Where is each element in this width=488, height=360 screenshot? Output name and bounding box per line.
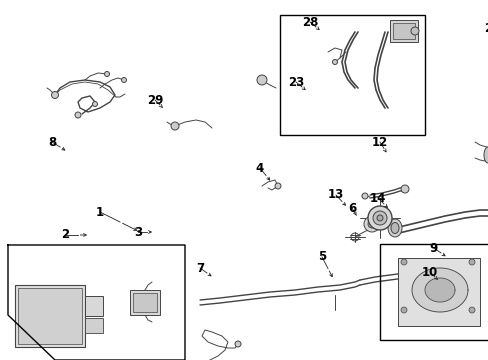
Circle shape [361, 193, 367, 199]
Circle shape [400, 185, 408, 193]
Circle shape [92, 102, 97, 107]
Ellipse shape [387, 219, 401, 237]
Bar [18, 288, 82, 344]
Text: 8: 8 [48, 135, 56, 148]
Text: 1: 1 [96, 206, 104, 219]
Circle shape [171, 122, 179, 130]
Bar [15, 285, 85, 347]
Text: 2: 2 [61, 229, 69, 242]
Ellipse shape [483, 147, 488, 163]
Text: 9: 9 [429, 242, 437, 255]
Circle shape [367, 220, 375, 228]
Bar [130, 290, 160, 315]
Circle shape [235, 341, 241, 347]
Bar [85, 296, 103, 316]
Text: 6: 6 [347, 202, 355, 215]
Text: 29: 29 [146, 94, 163, 107]
Circle shape [410, 27, 418, 35]
Circle shape [121, 77, 126, 82]
Circle shape [51, 91, 59, 99]
Bar [397, 258, 479, 326]
Polygon shape [424, 278, 454, 302]
Text: 24: 24 [483, 22, 488, 35]
Circle shape [274, 183, 281, 189]
Circle shape [487, 143, 488, 167]
Text: 5: 5 [317, 251, 325, 264]
Circle shape [468, 259, 474, 265]
Circle shape [400, 307, 406, 313]
Text: 13: 13 [327, 189, 344, 202]
Text: 14: 14 [369, 192, 386, 204]
Polygon shape [411, 268, 467, 312]
Ellipse shape [390, 222, 398, 234]
Bar [280, 15, 424, 135]
Bar [379, 244, 488, 340]
Text: 4: 4 [255, 162, 264, 175]
Circle shape [363, 216, 379, 232]
Circle shape [332, 59, 337, 64]
Circle shape [367, 206, 391, 230]
Text: 10: 10 [421, 266, 437, 279]
Bar [392, 23, 414, 39]
Text: 3: 3 [134, 225, 142, 238]
Circle shape [104, 72, 109, 77]
Bar [133, 293, 157, 312]
Text: 28: 28 [301, 15, 318, 28]
Bar [389, 20, 417, 42]
Text: 23: 23 [287, 76, 304, 89]
Circle shape [376, 215, 382, 221]
Circle shape [400, 259, 406, 265]
Circle shape [372, 211, 386, 225]
Circle shape [75, 112, 81, 118]
Bar [85, 318, 103, 333]
Circle shape [468, 307, 474, 313]
Text: 7: 7 [196, 261, 203, 274]
Text: 12: 12 [371, 135, 387, 148]
Circle shape [257, 75, 266, 85]
